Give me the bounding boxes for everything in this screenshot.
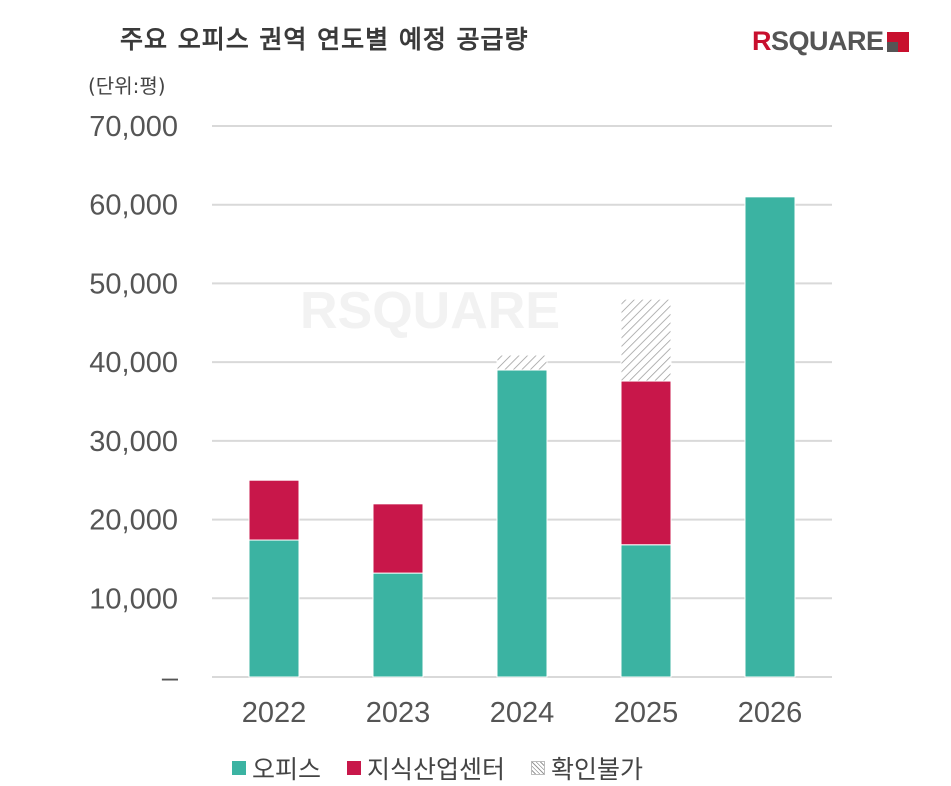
legend-swatch (531, 761, 546, 775)
x-tick-label: 2024 (490, 697, 555, 729)
legend: 오피스 지식산업센터 확인불가 (232, 750, 643, 786)
bar-unknown (620, 298, 672, 382)
legend-label: 확인불가 (551, 755, 644, 784)
x-tick-label: 2026 (738, 697, 803, 729)
watermark-logo: RSQUARE (300, 282, 560, 340)
y-tick-label: 30,000 (89, 426, 178, 458)
y-tick-label: 10,000 (89, 583, 178, 615)
legend-swatch (232, 761, 246, 775)
legend-item-knowledge: 지식산업센터 (347, 750, 505, 786)
bar-knowledge-center (620, 380, 672, 546)
legend-item-office: 오피스 (232, 750, 321, 786)
bar-unknown (496, 354, 548, 371)
y-tick-label: – (162, 662, 179, 694)
bar-office (372, 572, 424, 678)
bar-office (496, 369, 548, 678)
y-tick-label: 60,000 (89, 190, 178, 222)
legend-label: 지식산업센터 (367, 755, 506, 784)
unit-label: (단위:평) (88, 74, 166, 98)
bar-office (744, 196, 796, 678)
chart-title: 주요 오피스 권역 연도별 예정 공급량 (120, 25, 529, 54)
x-tick-label: 2022 (242, 697, 307, 729)
bar-office (620, 544, 672, 678)
bar-knowledge-center (248, 479, 300, 541)
bar-office (248, 539, 300, 678)
rsquare-logo: R SQUARE (752, 26, 909, 57)
y-tick-label: 70,000 (89, 111, 178, 143)
legend-item-unknown: 확인불가 (531, 750, 643, 786)
y-tick-label: 40,000 (89, 347, 178, 379)
legend-swatch (347, 761, 362, 775)
bar-knowledge-center (372, 503, 424, 574)
legend-label: 오피스 (252, 755, 322, 784)
y-tick-label: 50,000 (89, 268, 178, 300)
y-tick-label: 20,000 (89, 505, 178, 537)
x-tick-label: 2023 (366, 697, 431, 729)
x-tick-label: 2025 (614, 697, 679, 729)
